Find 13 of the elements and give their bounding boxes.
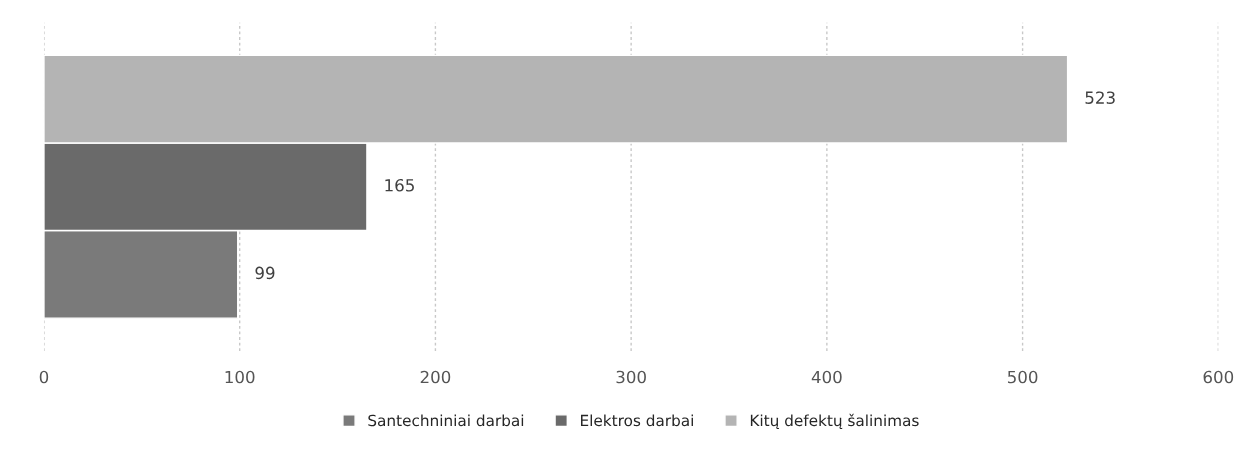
data-label: 99 [255,266,275,280]
legend-label: Elektros darbai [581,414,693,427]
legend-label: Kitų defektų šalinimas [750,413,919,429]
data-label: 523 [1085,91,1115,104]
x-tick-label: 0 [39,370,49,384]
x-tick-label: 200 [420,370,451,384]
x-tick-label: 300 [616,370,646,384]
x-tick-label: 400 [811,370,842,384]
x-tick-label: 600 [1203,370,1234,384]
x-tick-label: 500 [1007,370,1038,384]
x-tick-label: 100 [225,370,255,384]
data-label: 165 [385,178,414,192]
legend-label: Santechniniai darbai [368,414,524,427]
